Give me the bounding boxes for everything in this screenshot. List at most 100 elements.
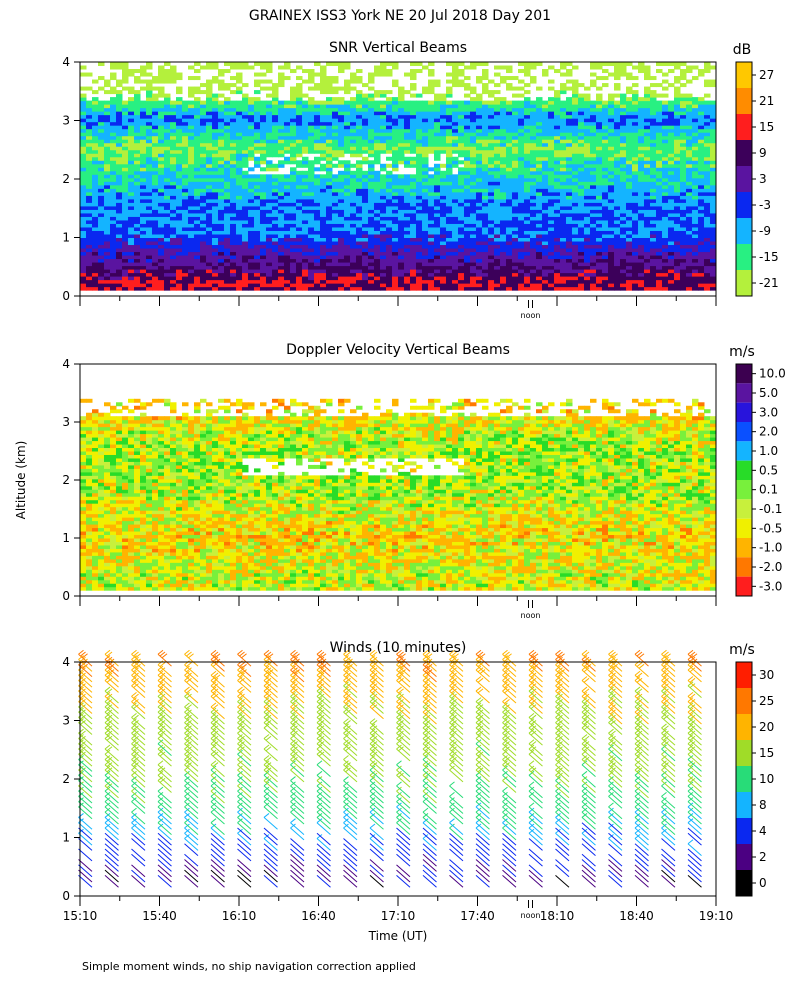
- heatmap-cell: [560, 65, 567, 70]
- heatmap-cell: [152, 212, 159, 217]
- heatmap-cell: [590, 188, 597, 193]
- heatmap-cell: [548, 233, 555, 238]
- heatmap-cell: [458, 62, 465, 67]
- heatmap-cell: [200, 153, 207, 158]
- heatmap-cell: [446, 146, 453, 151]
- heatmap-cell: [278, 118, 285, 123]
- heatmap-cell: [530, 128, 537, 133]
- heatmap-cell: [194, 286, 201, 291]
- heatmap-cell: [332, 233, 339, 238]
- heatmap-cell: [98, 286, 105, 291]
- heatmap-cell: [446, 62, 453, 67]
- heatmap-cell: [296, 237, 303, 242]
- heatmap-cell: [590, 107, 597, 112]
- heatmap-cell: [572, 216, 579, 221]
- heatmap-cell: [224, 83, 231, 88]
- heatmap-cell: [260, 279, 267, 284]
- heatmap-cell: [278, 163, 285, 168]
- heatmap-cell: [302, 149, 309, 154]
- heatmap-cell: [422, 233, 429, 238]
- heatmap-cell: [266, 202, 273, 207]
- heatmap-cell: [128, 86, 135, 91]
- heatmap-cell: [380, 139, 387, 144]
- heatmap-cell: [488, 93, 495, 98]
- heatmap-cell: [542, 142, 549, 147]
- heatmap-cell: [464, 65, 471, 70]
- heatmap-cell: [452, 258, 459, 263]
- heatmap-cell: [332, 90, 339, 95]
- heatmap-cell: [410, 258, 417, 263]
- heatmap-cell: [308, 209, 315, 214]
- heatmap-cell: [320, 184, 327, 189]
- heatmap-cell: [224, 262, 231, 267]
- heatmap-cell: [572, 272, 579, 277]
- heatmap-cell: [404, 265, 411, 270]
- heatmap-cell: [266, 93, 273, 98]
- heatmap-cell: [272, 219, 279, 224]
- heatmap-cell: [284, 118, 291, 123]
- heatmap-cell: [476, 265, 483, 270]
- heatmap-cell: [296, 191, 303, 196]
- heatmap-cell: [518, 114, 525, 119]
- heatmap-cell: [464, 262, 471, 267]
- heatmap-cell: [98, 167, 105, 172]
- heatmap-cell: [104, 163, 111, 168]
- heatmap-cell: [284, 65, 291, 70]
- heatmap-cell: [278, 209, 285, 214]
- heatmap-cell: [536, 135, 543, 140]
- heatmap-cell: [188, 86, 195, 91]
- heatmap-cell: [266, 153, 273, 158]
- heatmap-cell: [530, 269, 537, 274]
- heatmap-cell: [338, 111, 345, 116]
- heatmap-cell: [302, 111, 309, 116]
- heatmap-cell: [344, 276, 351, 281]
- heatmap-cell: [362, 104, 369, 109]
- heatmap-cell: [332, 269, 339, 274]
- heatmap-cell: [242, 219, 249, 224]
- heatmap-cell: [158, 219, 165, 224]
- heatmap-cell: [284, 276, 291, 281]
- heatmap-cell: [302, 283, 309, 288]
- heatmap-cell: [176, 205, 183, 210]
- heatmap-cell: [548, 153, 555, 158]
- heatmap-cell: [248, 177, 255, 182]
- heatmap-cell: [122, 202, 129, 207]
- heatmap-cell: [80, 276, 87, 281]
- heatmap-cell: [242, 177, 249, 182]
- heatmap-cell: [308, 251, 315, 256]
- heatmap-cell: [104, 230, 111, 235]
- heatmap-cell: [104, 219, 111, 224]
- heatmap-cell: [416, 160, 423, 165]
- heatmap-cell: [266, 149, 273, 154]
- heatmap-cell: [194, 121, 201, 126]
- heatmap-cell: [218, 142, 225, 147]
- heatmap-cell: [440, 251, 447, 256]
- heatmap-cell: [212, 163, 219, 168]
- heatmap-cell: [482, 139, 489, 144]
- heatmap-cell: [224, 156, 231, 161]
- heatmap-cell: [326, 62, 333, 67]
- heatmap-cell: [116, 177, 123, 182]
- heatmap-cell: [104, 177, 111, 182]
- heatmap-cell: [338, 223, 345, 228]
- heatmap-cell: [134, 93, 141, 98]
- heatmap-cell: [446, 128, 453, 133]
- heatmap-cell: [518, 188, 525, 193]
- heatmap-cell: [86, 118, 93, 123]
- heatmap-cell: [164, 100, 171, 105]
- heatmap-cell: [476, 97, 483, 102]
- heatmap-cell: [374, 279, 381, 284]
- heatmap-cell: [218, 198, 225, 203]
- heatmap-cell: [542, 226, 549, 231]
- heatmap-cell: [578, 244, 585, 249]
- heatmap-cell: [320, 276, 327, 281]
- heatmap-cell: [560, 226, 567, 231]
- heatmap-cell: [110, 237, 117, 242]
- heatmap-cell: [254, 233, 261, 238]
- heatmap-cell: [560, 258, 567, 263]
- heatmap-cell: [218, 219, 225, 224]
- heatmap-cell: [80, 170, 87, 175]
- heatmap-cell: [338, 135, 345, 140]
- heatmap-cell: [278, 153, 285, 158]
- heatmap-cell: [326, 174, 333, 179]
